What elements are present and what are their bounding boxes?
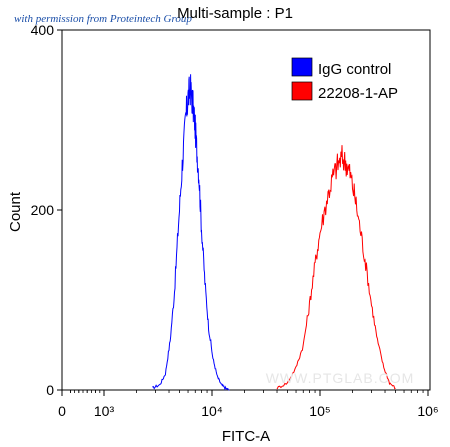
- legend: IgG control 22208-1-AP: [291, 57, 398, 102]
- x-tick-label: 0: [58, 403, 66, 419]
- x-axis-label: FITC-A: [222, 428, 270, 445]
- x-tick-label: 10³: [94, 403, 115, 419]
- y-tick-label: 0: [46, 382, 54, 398]
- series-line-22208-1-ap: [276, 145, 396, 390]
- y-tick-label: 200: [31, 202, 55, 218]
- plot-frame: [61, 29, 431, 391]
- y-tick-label: 400: [31, 22, 55, 38]
- x-tick-label: 10⁴: [201, 403, 223, 419]
- legend-swatch-22208-1-ap: [291, 81, 313, 101]
- series-line-igg-control: [152, 74, 230, 391]
- chart-title: Multi-sample : P1: [177, 5, 293, 22]
- ptglab-watermark: WWW.PTGLAB.COM: [266, 370, 415, 386]
- legend-swatch-igg-control: [291, 57, 313, 77]
- x-tick-label: 10⁶: [417, 403, 438, 419]
- legend-label-igg-control: IgG control: [318, 61, 391, 78]
- x-tick-label: 10⁵: [309, 403, 330, 419]
- axes: 0 200 400 0 10³ 10⁴ 10⁵ 10⁶: [31, 22, 439, 419]
- legend-label-22208-1-ap: 22208-1-AP: [318, 85, 398, 102]
- y-axis-label: Count: [7, 191, 24, 232]
- permission-watermark: with permission from Proteintech Group: [14, 13, 192, 25]
- series-group: [152, 74, 396, 391]
